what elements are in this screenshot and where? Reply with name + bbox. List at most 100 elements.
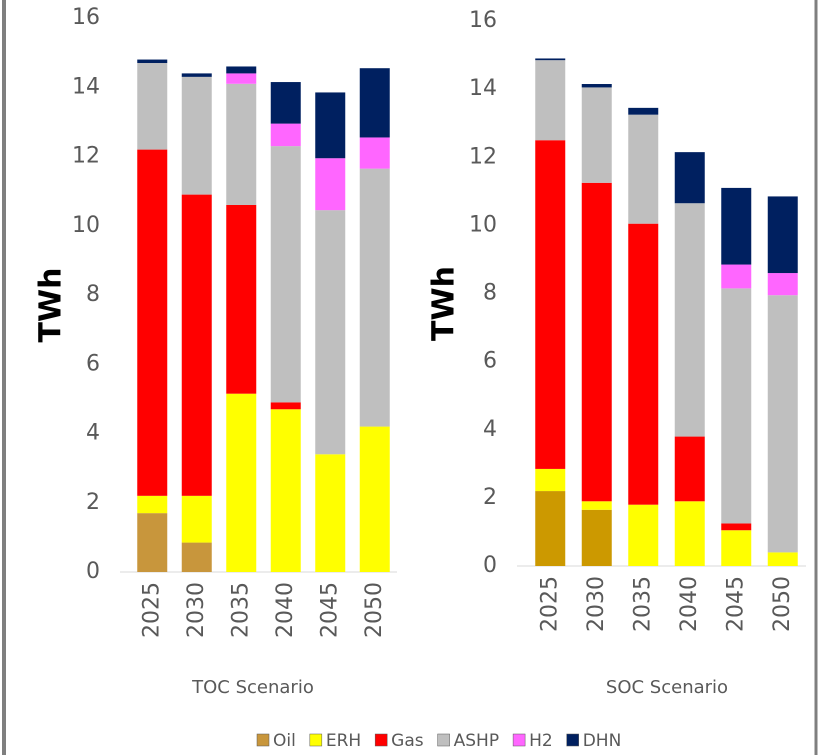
bar-segment: H2	[721, 264, 752, 289]
bar-segment	[270, 123, 301, 147]
legend-label: ERH	[326, 731, 361, 751]
x-tick-label: 2030	[584, 576, 609, 632]
bar-segment: Gas	[581, 182, 612, 502]
bar-segment	[226, 393, 257, 572]
x-tick-label: 2025	[139, 582, 164, 638]
bar-segment	[181, 495, 212, 543]
legend-swatch	[566, 733, 579, 747]
bar-segment	[226, 66, 257, 74]
y-tick-label: 8	[86, 282, 100, 307]
bar-segment: ASHP	[581, 87, 612, 183]
bar-segment	[181, 194, 212, 496]
bar-segment	[226, 83, 257, 205]
y-tick-label: 6	[483, 349, 497, 374]
y-tick-label: 6	[86, 351, 100, 376]
bar-segment	[270, 82, 301, 124]
bar-segment	[315, 454, 346, 572]
bar-segment	[359, 68, 390, 138]
bar-segment: Gas	[674, 436, 705, 502]
y-axis-label: TWh	[427, 266, 462, 341]
bar-segment: DHN	[674, 152, 705, 204]
legend-label: ASHP	[454, 731, 499, 751]
legend-label: DHN	[583, 731, 622, 751]
bar-segment: DHN	[628, 107, 659, 115]
x-tick-label: 2035	[228, 582, 253, 638]
y-tick-label: 14	[72, 74, 100, 99]
y-tick-label: 10	[469, 212, 497, 237]
bar-segment: H2	[767, 273, 798, 296]
y-tick-label: 0	[483, 553, 497, 578]
y-tick-label: 12	[469, 144, 497, 169]
bar-segment: ERH	[535, 468, 566, 492]
bar-segment	[359, 137, 390, 169]
legend-label: Gas	[391, 731, 424, 751]
legend-swatch	[437, 733, 450, 747]
bar-segment	[359, 168, 390, 427]
bar-segment: ERH	[674, 501, 705, 566]
bar-segment	[315, 92, 346, 159]
x-tick-label: 2045	[317, 582, 342, 638]
x-tick-label: 2040	[273, 582, 298, 638]
bar-segment	[181, 76, 212, 195]
y-tick-label: 0	[86, 559, 100, 584]
bar-segment	[137, 149, 168, 496]
y-tick-label: 4	[483, 417, 497, 442]
bar-segment: Oil	[535, 491, 566, 566]
bar-segment	[270, 402, 301, 410]
legend-swatch	[256, 733, 270, 747]
bar-segment: ASHP	[674, 203, 705, 437]
x-axis-label: TOC Scenario	[191, 677, 314, 698]
bar-segment: DHN	[535, 58, 566, 61]
legend-label: H2	[529, 731, 553, 751]
x-axis-label: SOC Scenario	[606, 677, 728, 698]
y-tick-label: 8	[483, 281, 497, 306]
bar-segment	[270, 146, 301, 403]
legend-swatch	[374, 733, 388, 747]
y-tick-label: 2	[86, 490, 100, 515]
bar-segment: ASHP	[767, 295, 798, 553]
bar-segment: ASHP	[721, 288, 752, 524]
bar-segment	[137, 59, 168, 64]
bar-segment: Gas	[721, 523, 752, 531]
bar-segment	[137, 495, 168, 514]
bar-segment	[359, 426, 390, 572]
bar-segment: DHN	[767, 196, 798, 274]
y-tick-label: 16	[469, 8, 497, 33]
x-tick-label: 2040	[677, 576, 702, 632]
bar-segment	[226, 204, 257, 394]
y-tick-label: 10	[72, 213, 100, 238]
bar-segment: ERH	[628, 504, 659, 566]
legend-label: Oil	[273, 731, 296, 751]
bar-segment: ASHP	[535, 60, 566, 141]
bar-segment: Oil	[581, 509, 612, 566]
y-tick-label: 12	[72, 144, 100, 169]
y-axis-label: TWh	[34, 268, 69, 343]
x-tick-label: 2025	[537, 576, 562, 632]
bar-segment	[226, 73, 257, 84]
x-tick-label: 2030	[184, 582, 209, 638]
bar-segment	[137, 63, 168, 150]
y-tick-label: 16	[72, 5, 100, 30]
bar-segment: Gas	[535, 140, 566, 469]
x-tick-label: 2045	[723, 576, 748, 632]
bar-segment	[270, 409, 301, 572]
bar-segment	[315, 158, 346, 211]
bar-segment: DHN	[581, 84, 612, 88]
y-tick-label: 14	[469, 76, 497, 101]
bar-segment	[181, 542, 212, 572]
bar-segment: DHN	[721, 187, 752, 265]
bar-segment: ERH	[581, 501, 612, 510]
bar-segment: ERH	[721, 530, 752, 566]
legend-swatch	[512, 733, 526, 747]
y-tick-label: 4	[86, 421, 100, 446]
bar-segment	[181, 73, 212, 77]
bar-segment	[315, 210, 346, 455]
y-tick-label: 2	[483, 485, 497, 510]
x-tick-label: 2050	[770, 576, 795, 632]
x-tick-label: 2050	[362, 582, 387, 638]
bar-segment: Gas	[628, 223, 659, 505]
x-tick-label: 2035	[630, 576, 655, 632]
bar-segment	[137, 513, 168, 572]
bar-segment: ERH	[767, 552, 798, 566]
